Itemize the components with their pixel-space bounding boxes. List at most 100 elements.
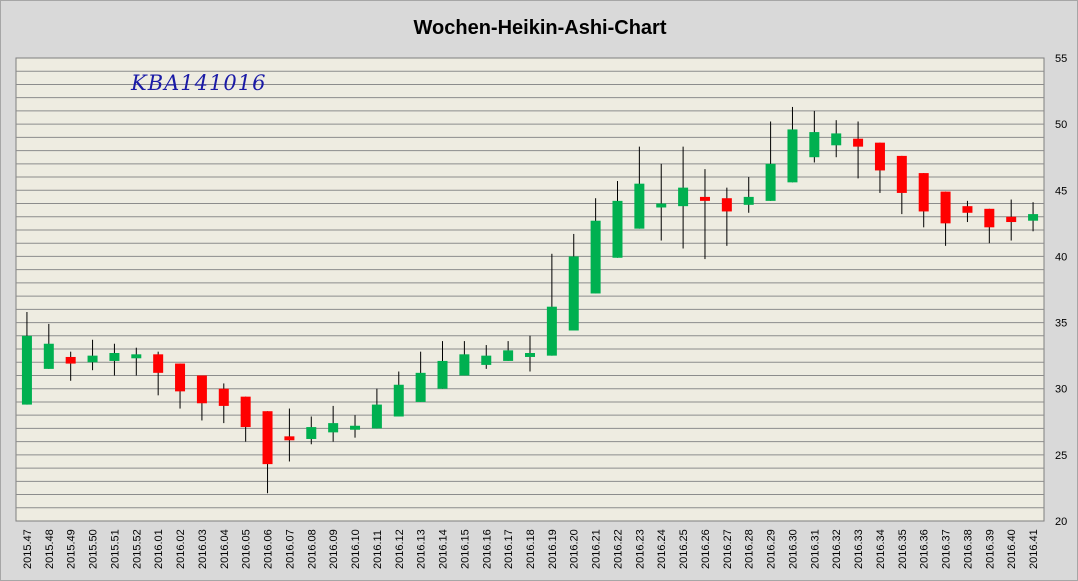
x-tick-label: 2016.26 xyxy=(700,529,712,569)
x-tick-label: 2016.02 xyxy=(175,529,187,569)
candle-body xyxy=(525,352,535,357)
candle xyxy=(940,191,951,246)
candle-body xyxy=(481,355,492,365)
candle-body xyxy=(175,363,186,392)
candle-body xyxy=(65,356,76,364)
x-tick-label: 2016.22 xyxy=(612,529,624,569)
x-tick-label: 2016.07 xyxy=(284,529,296,569)
candle xyxy=(765,121,776,201)
x-tick-label: 2016.19 xyxy=(547,529,559,569)
candle-body xyxy=(874,142,885,171)
candle-body xyxy=(43,343,54,369)
candle xyxy=(284,408,295,462)
x-tick-label: 2016.24 xyxy=(656,529,668,569)
candle-body xyxy=(809,132,820,158)
x-tick-label: 2016.23 xyxy=(634,529,646,569)
x-tick-label: 2016.08 xyxy=(306,529,318,569)
candle-body xyxy=(328,423,339,433)
candle xyxy=(525,335,535,372)
candle xyxy=(153,351,164,396)
candle-body xyxy=(940,191,951,224)
candle xyxy=(350,415,361,438)
x-tick-label: 2015.51 xyxy=(109,529,121,569)
candle xyxy=(590,198,601,294)
candle-body xyxy=(896,155,907,193)
candle xyxy=(568,233,579,331)
x-tick-label: 2016.15 xyxy=(459,529,471,569)
candle-body xyxy=(306,427,317,439)
candle xyxy=(65,351,76,381)
candle xyxy=(262,411,273,494)
x-axis-ticks: 2015.47 2015.48 2015.49 2015.50 2015.51 2015.… xyxy=(22,529,1040,569)
x-tick-label: 2016.13 xyxy=(416,529,428,569)
y-tick-label: 20 xyxy=(1055,516,1067,528)
x-tick-label: 2015.47 xyxy=(22,529,34,569)
x-tick-label: 2016.38 xyxy=(962,529,974,569)
candle-body xyxy=(1006,216,1017,223)
candle xyxy=(131,347,142,376)
y-tick-label: 40 xyxy=(1055,251,1067,263)
candle-body xyxy=(87,355,98,363)
candle-body xyxy=(656,203,667,208)
candle xyxy=(634,146,645,229)
candle xyxy=(459,341,470,376)
candle-body xyxy=(678,187,689,207)
candle-body xyxy=(284,436,295,441)
candle-body xyxy=(699,196,710,201)
x-tick-label: 2016.25 xyxy=(678,529,690,569)
candle xyxy=(831,120,842,158)
x-tick-label: 2015.50 xyxy=(88,529,100,569)
candle xyxy=(306,416,317,445)
candle-body xyxy=(721,198,732,212)
x-tick-label: 2016.11 xyxy=(372,530,384,569)
candle-body xyxy=(262,411,273,465)
candle xyxy=(240,396,251,442)
y-tick-label: 50 xyxy=(1055,119,1067,131)
x-tick-label: 2016.09 xyxy=(328,529,340,569)
candle-body xyxy=(831,133,842,146)
candle-body xyxy=(546,306,557,356)
candle xyxy=(612,181,623,258)
x-tick-label: 2016.05 xyxy=(241,529,253,569)
candle xyxy=(984,208,995,244)
candle-body xyxy=(1028,214,1039,221)
candle-body xyxy=(962,206,973,213)
candle-body xyxy=(109,352,120,361)
candle-body xyxy=(743,196,754,205)
x-tick-label: 2016.10 xyxy=(350,529,362,569)
chart-title: Wochen-Heikin-Ashi-Chart xyxy=(414,17,667,39)
candle-body xyxy=(568,256,579,331)
candle xyxy=(678,146,689,249)
candle xyxy=(546,253,557,356)
candle xyxy=(503,341,514,361)
x-tick-label: 2016.04 xyxy=(219,529,231,569)
chart-annotation: KBA141016 xyxy=(130,71,266,95)
y-axis-ticks: 20 25 30 35 40 45 50 55 xyxy=(1055,53,1067,528)
candle xyxy=(218,383,229,424)
candle xyxy=(328,405,339,442)
x-tick-label: 2016.32 xyxy=(831,529,843,569)
candle-body xyxy=(612,200,623,258)
candle xyxy=(415,351,426,402)
x-tick-label: 2016.17 xyxy=(503,529,515,569)
candle xyxy=(721,187,732,246)
x-tick-label: 2016.31 xyxy=(809,529,821,569)
plot-area xyxy=(15,57,1045,522)
candle-body xyxy=(371,404,382,429)
candle-body xyxy=(350,425,361,430)
candle-body xyxy=(393,384,404,417)
candle xyxy=(787,106,798,183)
candle xyxy=(962,200,973,223)
candle-body xyxy=(21,335,32,405)
x-tick-label: 2016.36 xyxy=(919,529,931,569)
x-tick-label: 2016.18 xyxy=(525,529,537,569)
candle-body xyxy=(503,350,514,361)
candle-body xyxy=(437,360,448,389)
candles xyxy=(21,106,1039,494)
x-tick-label: 2016.03 xyxy=(197,529,209,569)
candle xyxy=(656,163,667,241)
candle-body xyxy=(590,220,601,294)
candle-body xyxy=(984,208,995,228)
candle-body xyxy=(153,354,164,373)
